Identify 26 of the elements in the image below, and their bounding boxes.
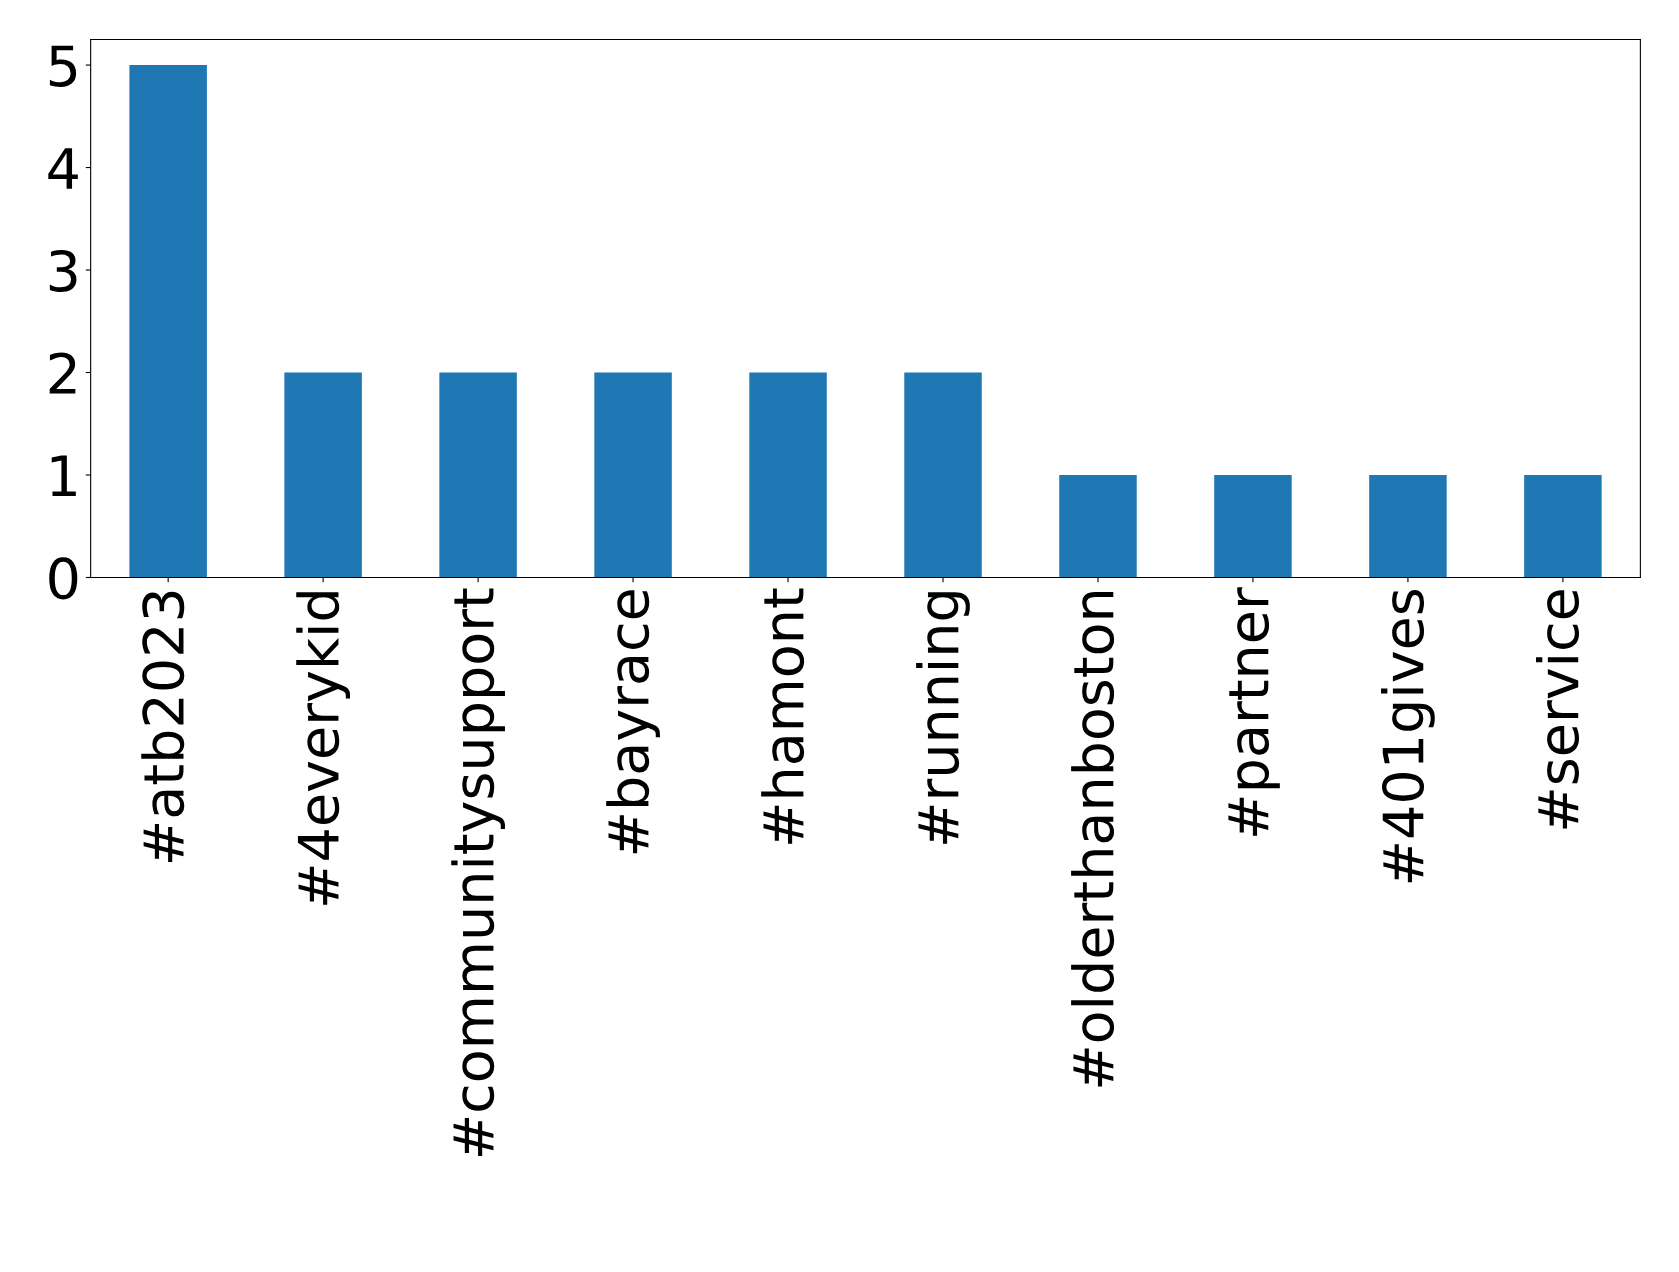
bar	[1369, 475, 1447, 578]
bar	[1214, 475, 1292, 578]
bar	[129, 65, 207, 578]
x-tick-label: #hamont	[761, 588, 805, 844]
bar	[1524, 475, 1602, 578]
y-tick-label: 1	[51, 455, 76, 497]
bar	[284, 372, 362, 578]
x-tick-label: #service	[1536, 590, 1580, 829]
y-tick-label: 2	[49, 352, 76, 394]
x-tick-label: #communitysupport	[451, 588, 505, 1157]
x-tick-label: #partner	[1228, 587, 1280, 836]
x-tick-label: #olderthanboston	[1071, 591, 1115, 1087]
bar	[1059, 475, 1137, 578]
bar	[904, 372, 982, 578]
bar	[749, 372, 827, 578]
bar	[439, 372, 517, 578]
x-tick-label: #401gives	[1381, 589, 1435, 883]
x-tick-label: #atb2023	[141, 591, 185, 862]
y-tick-label: 3	[49, 249, 77, 292]
y-tick-label: 0	[49, 557, 78, 600]
x-tick-label: #4everykid	[296, 592, 351, 905]
bar	[594, 372, 672, 578]
x-tick-label: #bayrace	[606, 590, 660, 854]
y-tick-label: 5	[49, 45, 77, 87]
x-tick-label: #running	[916, 592, 970, 844]
y-tick-label: 4	[48, 148, 78, 189]
